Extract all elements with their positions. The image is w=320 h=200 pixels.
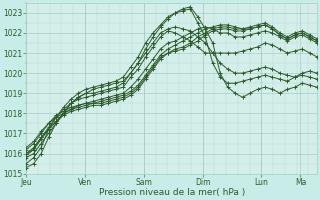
X-axis label: Pression niveau de la mer( hPa ): Pression niveau de la mer( hPa ) (99, 188, 245, 197)
